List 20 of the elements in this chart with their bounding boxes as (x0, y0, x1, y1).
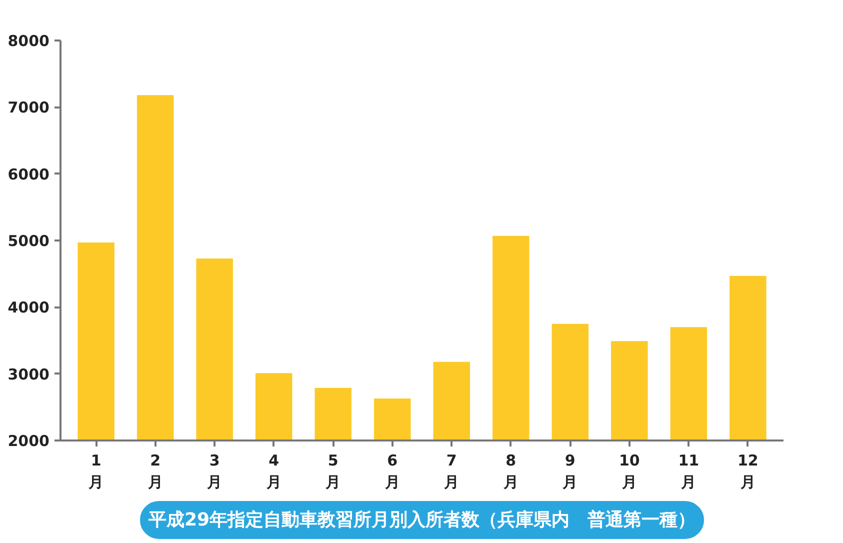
x-tick-label: 2 月 (146, 452, 163, 492)
y-tick-label: 3000 (8, 365, 50, 384)
y-tick-label: 4000 (8, 298, 50, 317)
x-tick-label: 6 月 (384, 452, 400, 492)
x-tick-label: 11 月 (678, 452, 700, 492)
y-tick-label: 6000 (8, 165, 50, 184)
x-tick-label: 1 月 (88, 452, 104, 492)
x-tick-label: 10 月 (618, 452, 640, 492)
x-tick-label: 7 月 (443, 452, 460, 492)
x-tick-label: 12 月 (738, 452, 758, 492)
y-tick-label: 7000 (8, 98, 50, 117)
x-tick-label: 5 月 (324, 452, 341, 492)
x-tick-label: 3 月 (206, 452, 222, 492)
x-tick-label: 9 月 (562, 452, 578, 492)
x-tick-label: 4 月 (265, 452, 282, 492)
text: 平成29年指定自動車教習所月別入所者数（兵庫県内 普通第一種） (147, 510, 696, 530)
y-tick-label: 5000 (8, 232, 50, 250)
x-tick-label: 8 月 (502, 452, 518, 492)
y-tick-label: 2000 (8, 432, 50, 450)
y-tick-label: 8000 (8, 32, 50, 50)
